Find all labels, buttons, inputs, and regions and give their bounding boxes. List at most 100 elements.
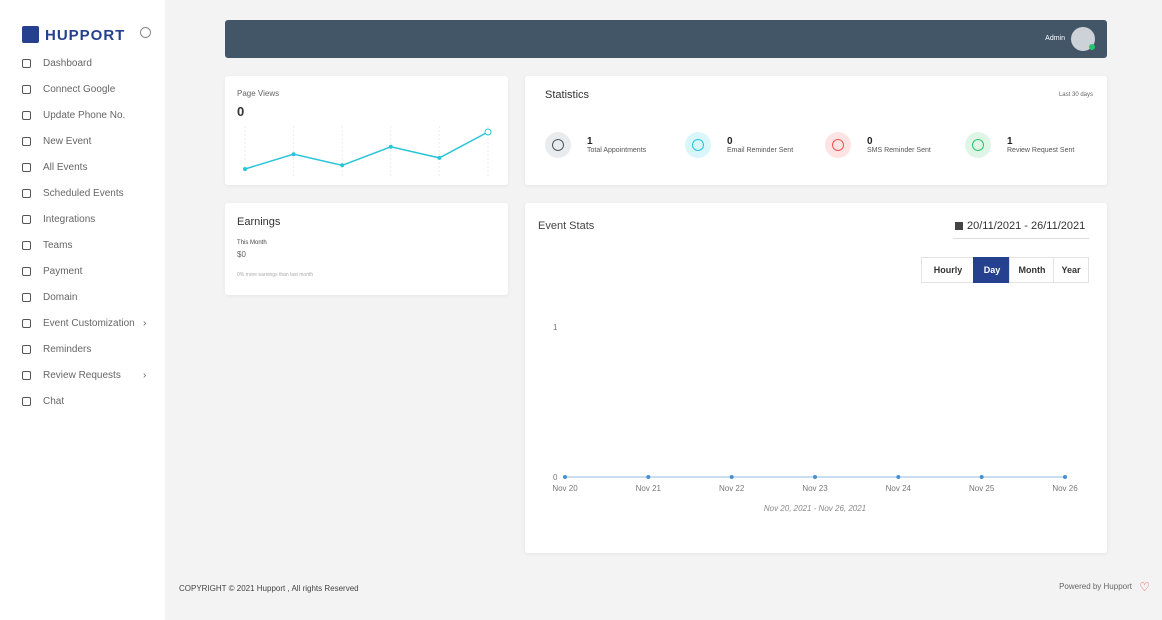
stat-icon — [965, 132, 991, 158]
stat-text: 1 Review Request Sent — [1007, 136, 1074, 154]
x-tick-label: Nov 21 — [636, 484, 662, 493]
menu-item[interactable]: Chat — [22, 396, 64, 407]
menu-icon — [22, 189, 31, 198]
menu-label: Reminders — [43, 344, 92, 355]
x-tick-label: Nov 25 — [969, 484, 995, 493]
stat-label: Review Request Sent — [1007, 147, 1075, 154]
menu-label: Teams — [43, 240, 73, 251]
user-name: Admin — [1045, 35, 1065, 42]
event-chart: 0 1 Nov 20 Nov 21 Nov 22 Nov 23 Nov 24 Nov 25 No… — [552, 323, 1078, 513]
menu-label: Event Customization — [43, 318, 135, 329]
menu-label: Domain — [43, 292, 78, 303]
date-range-picker[interactable]: 20/11/2021 - 26/11/2021 — [953, 220, 1090, 239]
data-point — [813, 475, 817, 479]
earnings-period: This Month — [237, 240, 267, 246]
sparkline-point — [388, 144, 393, 149]
sparkline-point — [340, 163, 345, 168]
menu-item[interactable]: Scheduled Events — [22, 188, 124, 199]
x-tick-label: Nov 24 — [886, 484, 912, 493]
x-tick-label: Nov 22 — [719, 484, 745, 493]
menu-icon — [22, 345, 31, 354]
menu-item[interactable]: Event Customization — [22, 318, 135, 329]
stat-count: 0 — [727, 136, 733, 147]
copyright: COPYRIGHT © 2021 Hupport , All rights Re… — [179, 584, 359, 593]
menu-item[interactable]: Domain — [22, 292, 77, 303]
stat-label: Total Appointments — [587, 147, 647, 154]
menu-icon — [22, 293, 31, 302]
menu-item[interactable]: Update Phone No. — [22, 110, 125, 121]
page-views-card: Page Views 0 — [225, 76, 508, 185]
menu-item[interactable]: New Event — [22, 136, 91, 147]
range-button[interactable]: Month — [1009, 257, 1055, 283]
stat-item: 0 SMS Reminder Sent — [825, 132, 931, 158]
menu-item[interactable]: Payment — [22, 266, 82, 277]
stat-item: 0 Email Reminder Sent — [685, 132, 793, 158]
menu-label: All Events — [43, 162, 88, 173]
menu-icon — [22, 241, 31, 250]
menu-icon — [22, 111, 31, 120]
menu-item[interactable]: Review Requests — [22, 370, 121, 381]
menu-label: Chat — [43, 396, 65, 407]
menu-label: Scheduled Events — [43, 188, 124, 199]
menu-icon — [22, 85, 31, 94]
sparkline-point — [243, 167, 247, 171]
y-tick-label: 0 — [553, 473, 558, 482]
card-title: Event Stats — [538, 220, 595, 232]
statistics-card: Statistics Last 30 days 1 Total Appointme… — [525, 76, 1107, 185]
x-axis-label: Nov 20, 2021 - Nov 26, 2021 — [764, 504, 866, 513]
menu-item[interactable]: Reminders — [22, 344, 91, 355]
earnings-card: Earnings This Month $0 0% more earnings … — [225, 203, 508, 295]
sidebar: HUPPORT Dashboard Connect Google Update Ph… — [0, 0, 165, 620]
menu-icon — [22, 267, 31, 276]
range-button[interactable]: Day — [973, 257, 1011, 283]
x-tick-label: Nov 23 — [802, 484, 828, 493]
data-point — [896, 475, 901, 479]
powered-by[interactable]: Powered by Hupport — [1059, 582, 1132, 591]
period: Last 30 days — [1058, 92, 1093, 98]
menu-icon — [22, 397, 31, 406]
chevron: › — [143, 318, 147, 329]
menu-icon — [22, 319, 31, 328]
stat-count: 1 — [587, 136, 593, 147]
stat-item: 1 Total Appointments — [545, 132, 646, 158]
heart-icon: ♡ — [1139, 580, 1150, 594]
stat-label: Email Reminder Sent — [727, 147, 794, 154]
page-views-total: 0 — [237, 104, 245, 119]
menu-label: Integrations — [43, 214, 96, 225]
menu-item[interactable]: Dashboard — [22, 58, 92, 69]
chevron: › — [143, 370, 147, 381]
brand-name: HUPPORT — [45, 27, 126, 44]
stat-text: 0 SMS Reminder Sent — [867, 136, 931, 154]
menu-item[interactable]: Teams — [22, 240, 72, 251]
menu-label: Review Requests — [43, 370, 121, 381]
stat-text: 1 Total Appointments — [587, 136, 646, 154]
menu-icon — [22, 371, 31, 380]
data-point — [729, 475, 734, 479]
menu-icon — [22, 163, 31, 172]
event-stats-card: Event Stats 20/11/2021 - 26/11/2021 Hour… — [525, 203, 1107, 553]
icon-glyph — [972, 139, 984, 151]
menu-item[interactable]: Integrations — [22, 214, 95, 225]
menu-item[interactable]: Connect Google — [22, 84, 115, 95]
menu-label: Payment — [43, 266, 83, 277]
sparkline-point — [437, 155, 442, 160]
stat-icon — [685, 132, 711, 158]
sidebar-toggle[interactable] — [140, 27, 151, 38]
data-point — [646, 475, 651, 479]
data-point — [563, 475, 567, 479]
brand-logo — [22, 26, 39, 43]
date-range: 20/11/2021 - 26/11/2021 — [967, 220, 1086, 232]
stat-count: 0 — [867, 136, 873, 147]
top-bar: Admin — [225, 20, 1107, 58]
icon-glyph — [832, 139, 844, 151]
data-point — [979, 475, 984, 479]
menu-icon — [22, 215, 31, 224]
x-tick-label: Nov 20 — [552, 484, 578, 493]
menu-item[interactable]: All Events — [22, 162, 87, 173]
range-button[interactable]: Year — [1053, 257, 1089, 283]
sparkline-point — [291, 152, 296, 157]
stat-label: SMS Reminder Sent — [867, 147, 931, 154]
menu-label: New Event — [43, 136, 92, 147]
data-point — [1063, 475, 1067, 479]
